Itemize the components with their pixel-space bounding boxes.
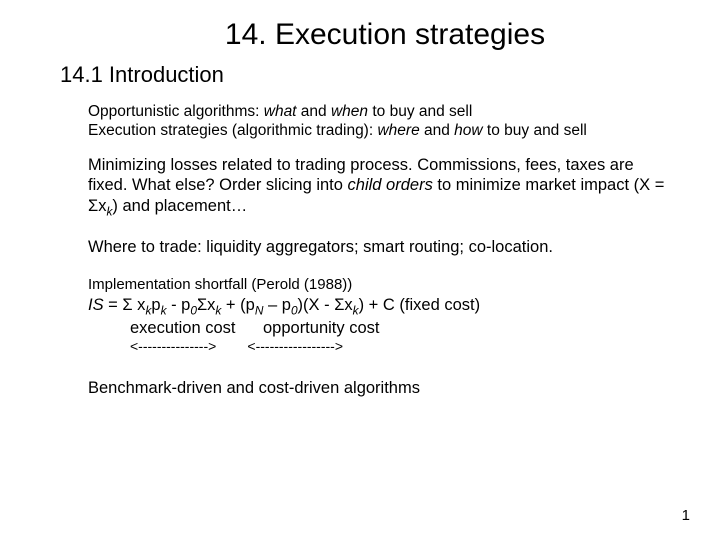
line-execution: Execution strategies (algorithmic tradin… [88,121,670,140]
text: ) + C (fixed cost) [359,296,481,314]
emphasis-child-orders: child orders [348,176,433,194]
line-opportunistic: Opportunistic algorithms: what and when … [88,102,670,121]
is-equation: IS = Σ xkpk - p0Σxk + (pN – p0)(X - Σxk)… [88,295,670,318]
emphasis-when: when [331,103,368,120]
cost-labels: execution cost opportunity cost [88,318,670,339]
minimizing-paragraph: Minimizing losses related to trading pro… [88,155,670,219]
text: Execution strategies (algorithmic tradin… [88,122,377,139]
intro-paragraph: Opportunistic algorithms: what and when … [88,102,670,141]
text: Opportunistic algorithms: [88,103,264,120]
text: and [420,122,454,139]
text: )(X - Σx [298,296,353,314]
text: p [151,296,160,314]
implementation-shortfall-label: Implementation shortfall (Perold (1988)) [88,276,670,295]
section-heading: 14.1 Introduction [60,62,670,88]
text: ) and placement… [112,197,247,215]
is-symbol: IS [88,296,104,314]
text: and [297,103,331,120]
text: + (p [221,296,254,314]
text: – p [263,296,291,314]
text: to buy and sell [483,122,587,139]
text: Σx [197,296,215,314]
emphasis-what: what [264,103,297,120]
text: - p [167,296,191,314]
text: = Σ x [104,296,146,314]
text: to buy and sell [368,103,472,120]
body-content: Opportunistic algorithms: what and when … [60,102,670,398]
sub-0: 0 [190,303,197,317]
emphasis-how: how [454,122,482,139]
emphasis-where: where [377,122,419,139]
sub-0: 0 [291,303,298,317]
benchmark-line: Benchmark-driven and cost-driven algorit… [88,378,670,399]
page-number: 1 [682,507,690,524]
where-to-trade: Where to trade: liquidity aggregators; s… [88,237,670,258]
slide-title: 14. Execution strategies [100,18,670,52]
cost-arrows: <---------------> <-----------------> [88,338,670,356]
